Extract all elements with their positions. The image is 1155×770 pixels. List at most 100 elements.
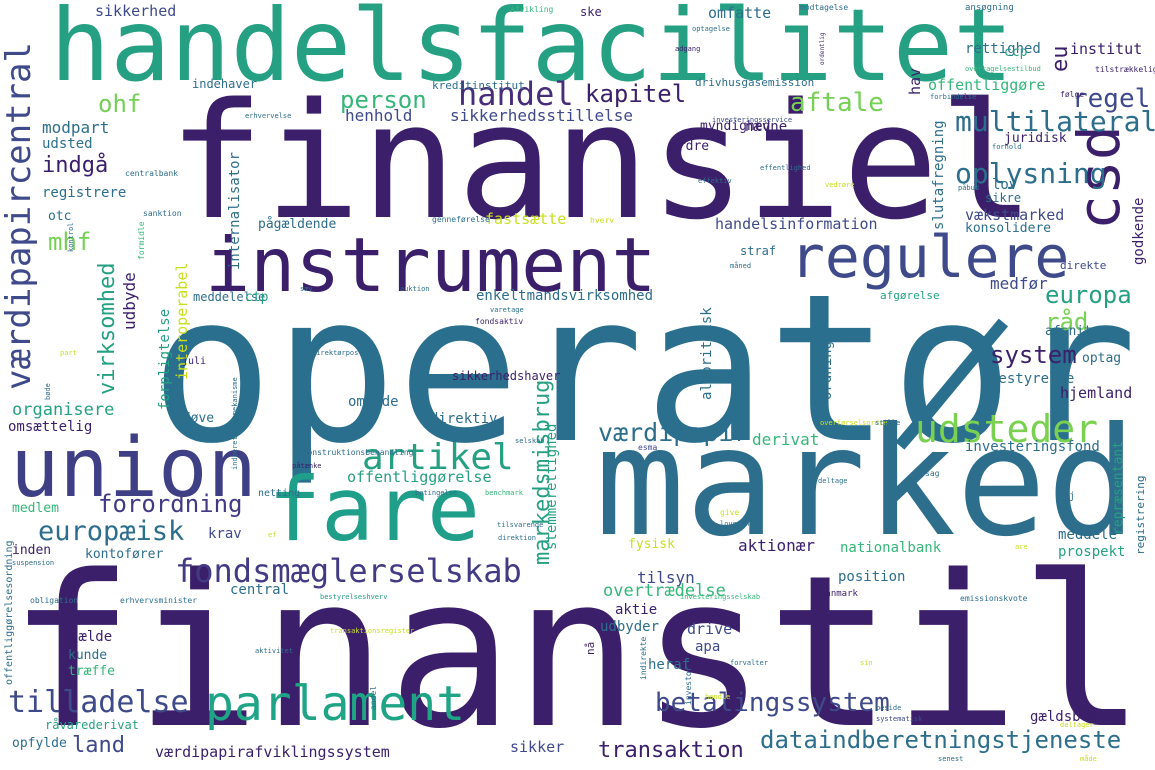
cloud-word: deltager bbox=[1060, 721, 1094, 729]
cloud-word: forordning bbox=[98, 490, 243, 518]
cloud-word-vertical: registrering bbox=[1134, 475, 1147, 555]
cloud-word: direktion bbox=[498, 534, 536, 542]
cloud-word: afgørelse bbox=[880, 289, 940, 302]
cloud-word: aktivitet bbox=[255, 647, 293, 655]
cloud-word-vertical: indberetningsmekanisme bbox=[231, 377, 239, 470]
cloud-word: maj bbox=[1057, 491, 1076, 502]
cloud-word: sin bbox=[860, 659, 873, 667]
cloud-word: rettighed bbox=[965, 41, 1041, 57]
cloud-word: oplysning bbox=[955, 157, 1107, 190]
cloud-word: medlem bbox=[12, 501, 59, 516]
cloud-word: aktie bbox=[615, 602, 658, 618]
cloud-word: lovgivning bbox=[720, 520, 763, 528]
cloud-word: multilateral bbox=[955, 105, 1155, 138]
cloud-word: råd bbox=[1045, 308, 1089, 336]
cloud-word: gældsbevis bbox=[1030, 709, 1115, 725]
cloud-word: system bbox=[990, 341, 1077, 369]
cloud-word: deltage bbox=[818, 477, 848, 485]
cloud-word: ordre bbox=[670, 139, 710, 154]
cloud-word: meddele bbox=[1058, 527, 1118, 543]
cloud-word: heraf bbox=[648, 657, 691, 673]
cloud-word: udsted bbox=[42, 136, 93, 152]
cloud-word: sikker bbox=[510, 738, 565, 756]
cloud-word-vertical: forpligtelse bbox=[157, 308, 173, 410]
cloud-word: meddelelse bbox=[193, 290, 266, 304]
cloud-word-vertical: udbyde bbox=[120, 272, 139, 330]
cloud-word-vertical: eu bbox=[1048, 45, 1073, 73]
cloud-word: vækstmarked bbox=[965, 206, 1065, 224]
cloud-word: krav bbox=[208, 526, 242, 542]
cloud-word: måde bbox=[1080, 755, 1097, 763]
cloud-word: transaktionsregister bbox=[330, 627, 415, 635]
cloud-word: union bbox=[10, 421, 257, 516]
cloud-word: netting bbox=[258, 488, 301, 499]
cloud-word: direktiv bbox=[430, 411, 498, 427]
cloud-word: fondsmæglerselskab bbox=[175, 552, 522, 590]
cloud-word: optagelse bbox=[692, 25, 730, 33]
cloud-word: fastsætte bbox=[485, 210, 567, 228]
cloud-word: ctp bbox=[245, 290, 269, 305]
cloud-word: regel bbox=[1072, 84, 1151, 114]
cloud-word: organisere bbox=[12, 400, 115, 420]
cloud-word: direkte bbox=[1060, 259, 1107, 272]
cloud-word: instrument bbox=[205, 221, 657, 309]
cloud-word: tilstrækkelig bbox=[1095, 65, 1155, 74]
cloud-word: betalingssystem bbox=[655, 688, 890, 718]
cloud-word: give bbox=[720, 508, 740, 517]
cloud-word: fare bbox=[268, 458, 480, 561]
cloud-word: kreditinstitut bbox=[432, 79, 525, 92]
cloud-word: indgå bbox=[42, 153, 109, 178]
cloud-word: henhold bbox=[345, 106, 413, 125]
cloud-word: handelsfacilitet bbox=[50, 0, 1014, 104]
cloud-word: aftale bbox=[790, 88, 884, 118]
cloud-word: lov bbox=[992, 177, 1018, 193]
cloud-word: systematisk bbox=[876, 715, 923, 723]
cloud-word-vertical: ordentlig bbox=[819, 32, 826, 65]
cloud-word: overførselsordre bbox=[820, 419, 888, 427]
cloud-word: beside bbox=[876, 704, 902, 712]
cloud-word: nævne bbox=[745, 119, 788, 135]
cloud-word-vertical: bøde bbox=[44, 383, 52, 400]
cloud-word: overtagelsestilbud bbox=[965, 65, 1041, 73]
cloud-word: straf bbox=[740, 244, 777, 258]
cloud-word: medfør bbox=[990, 274, 1048, 293]
cloud-word: sæv bbox=[300, 285, 313, 293]
cloud-word: indehaver bbox=[192, 77, 258, 91]
cloud-word: handel bbox=[458, 75, 574, 113]
cloud-word: afvikling bbox=[510, 5, 554, 14]
cloud-word: institut bbox=[1070, 40, 1143, 58]
cloud-word: investeringsfond bbox=[965, 439, 1100, 455]
cloud-word: central bbox=[230, 582, 290, 598]
cloud-word: benchmark bbox=[485, 489, 523, 497]
cloud-word: handle bbox=[705, 693, 731, 701]
cloud-word: offentliggøre bbox=[928, 76, 1046, 94]
cloud-word-vertical: andel bbox=[369, 685, 378, 710]
cloud-word-vertical: ordning bbox=[819, 340, 835, 400]
cloud-word: direktørpost bbox=[312, 349, 363, 357]
cloud-word: sikkerhed bbox=[95, 2, 177, 20]
cloud-word: part bbox=[60, 349, 77, 357]
cloud-word: selskab bbox=[515, 437, 545, 445]
cloud-word: emissionskvote bbox=[960, 594, 1028, 603]
cloud-word-vertical: værdipapircentral bbox=[0, 42, 39, 390]
cloud-word: omfatte bbox=[708, 4, 772, 22]
cloud-word: ske bbox=[580, 5, 602, 19]
cloud-word: regulere bbox=[790, 223, 1070, 291]
cloud-word: kunde bbox=[68, 648, 108, 663]
cloud-word: effektiv bbox=[698, 177, 732, 185]
cloud-word: pågældende bbox=[258, 217, 337, 232]
cloud-word: ansøgning bbox=[965, 3, 1014, 13]
cloud-word: ohf bbox=[98, 90, 142, 118]
cloud-word: kontofører bbox=[85, 547, 164, 562]
cloud-word: sikre bbox=[985, 191, 1022, 205]
cloud-word: hjemland bbox=[1060, 384, 1133, 402]
cloud-word: udøve bbox=[175, 411, 215, 426]
cloud-word: bestyrelse bbox=[990, 371, 1075, 387]
cloud-word: forbindelse bbox=[930, 93, 977, 101]
cloud-word-vertical: virksomhed bbox=[95, 262, 120, 395]
cloud-word: tilsvarende bbox=[497, 521, 544, 529]
cloud-word: apa bbox=[695, 639, 721, 655]
cloud-word: rekonstruktionsbehandling bbox=[293, 448, 414, 457]
cloud-word: are bbox=[1015, 543, 1028, 551]
cloud-word: investeringsservice bbox=[712, 116, 793, 124]
